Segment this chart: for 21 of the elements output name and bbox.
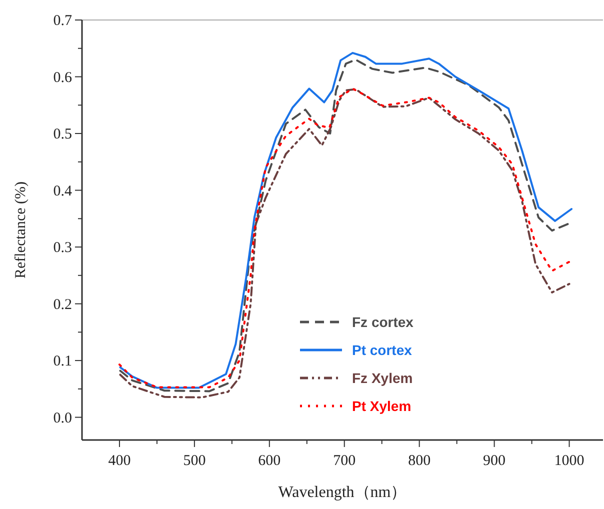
legend-label: Fz Xylem [352,370,413,386]
x-tick-label: 400 [108,453,131,469]
x-axis-title: Wavelength（nm） [278,484,407,501]
x-tick-label: 900 [483,453,506,469]
x-tick-label: 700 [333,453,356,469]
x-tick-label: 1000 [554,453,584,469]
y-tick-label: 0.3 [53,240,72,256]
x-tick-label: 500 [183,453,206,469]
y-tick-label: 0.6 [53,70,72,86]
legend-label: Pt Xylem [352,398,412,414]
y-tick-label: 0.5 [53,126,72,143]
y-tick-label: 0.4 [53,183,72,200]
x-tick-label: 800 [408,453,431,469]
x-tick-label: 600 [258,453,281,469]
y-tick-label: 0.2 [53,296,72,313]
y-tick-label: 0.0 [53,410,72,426]
legend-label: Fz cortex [352,314,414,330]
y-axis-title: Reflectance (%) [13,181,29,279]
y-tick-label: 0.7 [53,13,72,29]
legend-label: Pt cortex [352,342,412,358]
y-tick-label: 0.1 [53,354,72,370]
